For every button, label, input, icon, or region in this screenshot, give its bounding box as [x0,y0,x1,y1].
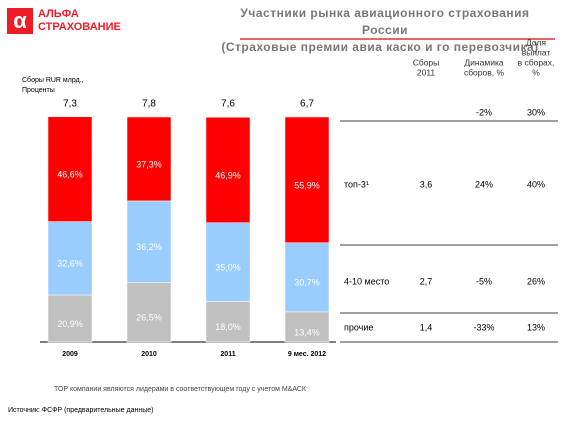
x-tick-label: 2010 [141,351,157,358]
x-tick-label: 2011 [220,351,235,358]
column-header: Доля [526,37,546,47]
table-cell: 2,7 [420,276,433,286]
table-lines [340,120,558,343]
bar-segment [47,221,93,296]
bar-segment [126,116,172,202]
bar-segment [205,222,251,302]
table-cell: -33% [473,322,494,332]
title: России [362,23,408,37]
value-label: 18,0% [215,322,241,332]
bar-segment [284,311,330,343]
table-cell: 1,4 [420,322,433,332]
column-header: 2011 [417,67,436,77]
logo-text: АЛЬФА [38,8,79,20]
row-label: прочие [344,322,373,332]
axis-label: Сборы RUR млрд., [22,76,84,84]
table-cell: 30% [527,107,545,117]
value-label: 32,6% [57,259,83,269]
table-cell: -2% [476,107,492,117]
footnote: ТОР компании являются лидерами в соответ… [54,386,307,393]
source: Источник: ФСФР (предварительные данные) [8,407,153,414]
logo-text: СТРАХОВАНИЕ [38,21,121,33]
bar-segment [126,200,172,283]
value-label: 30,7% [294,278,320,288]
value-label: 26,5% [136,313,162,323]
column-header: Динамика [464,57,503,67]
value-label: 55,9% [294,180,320,190]
row-label: 4-10 место [344,276,389,286]
row-label: топ-3¹ [344,179,369,189]
total-label: 7,3 [63,99,77,110]
column-header: % [532,67,540,77]
bar-segment [47,116,93,222]
total-label: 7,6 [221,99,235,110]
value-label: 37,3% [136,159,162,169]
value-label: 20,9% [57,319,83,329]
column-header: сборов, % [464,67,505,77]
table-cell: 3,6 [420,179,433,189]
column-header: Сборы [413,57,440,67]
bar-segment [126,282,172,343]
table-cell: 13% [527,322,545,332]
bar-segment [47,294,93,343]
logo-symbol: α [13,8,27,33]
total-label: 6,7 [300,99,314,110]
table-cell: 26% [527,276,545,286]
x-tick-label: 2009 [62,351,78,358]
bar-segment [205,116,251,223]
subtitle: (Страховые премии авиа каско и го перево… [221,40,538,54]
column-header: в сборах, [518,57,555,67]
value-label: 13,4% [294,327,320,337]
table-cell: -5% [476,276,492,286]
value-label: 35,0% [215,263,241,273]
x-tick-label: 9 мес. 2012 [288,351,326,358]
column-header: выплат [522,47,551,57]
value-label: 46,9% [215,170,241,180]
table-cell: 24% [475,179,493,189]
value-label: 46,6% [57,170,83,180]
logo-box [7,8,33,34]
value-label: 36,2% [136,242,162,252]
total-label: 7,8 [142,99,156,110]
title: Участники рынка авиационного страхования [240,6,529,20]
bar-segment [284,116,330,244]
axis-label: Проценты [22,87,55,94]
table-cell: 40% [527,179,545,189]
